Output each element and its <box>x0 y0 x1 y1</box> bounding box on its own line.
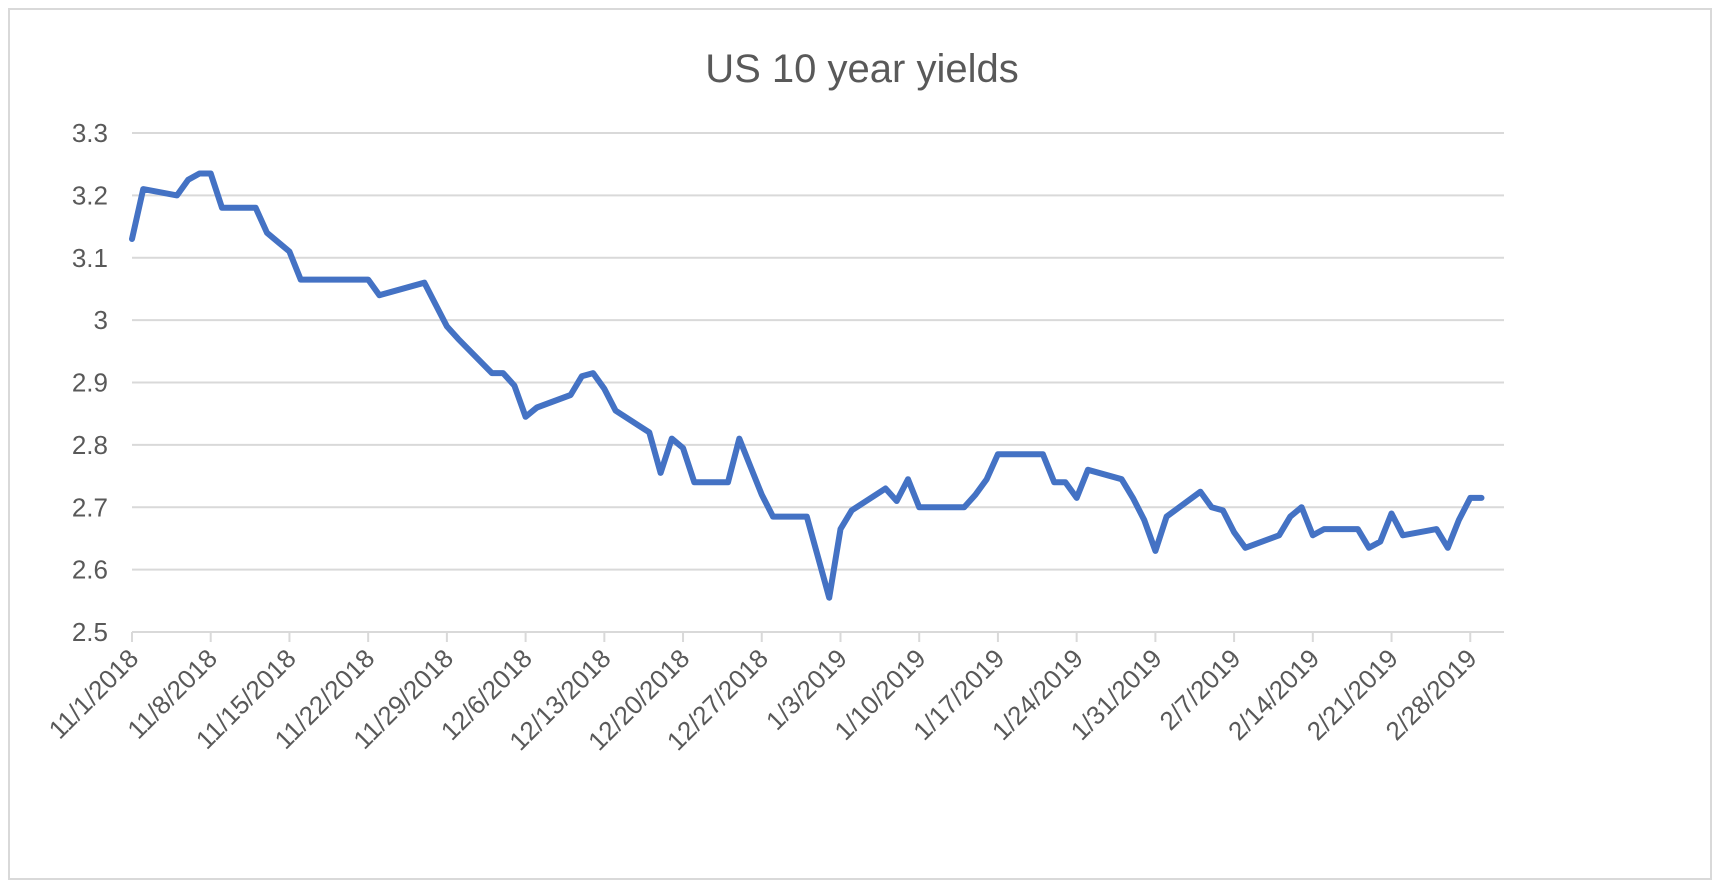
y-tick-label: 3.2 <box>72 180 108 210</box>
chart-title: US 10 year yields <box>705 47 1018 91</box>
y-tick-label: 2.9 <box>72 368 108 398</box>
y-tick-label: 3 <box>94 305 108 335</box>
series-layer <box>129 170 1485 601</box>
y-tick-label: 3.1 <box>72 243 108 273</box>
y-tick-label: 3.3 <box>72 118 108 148</box>
y-tick-label: 2.5 <box>72 617 108 647</box>
line-chart: US 10 year yields 3.3 3.2 3.1 3 2.9 2.8 2.7 2.6… <box>43 47 1504 756</box>
x-axis: 11/1/201811/8/201811/15/201811/22/201811… <box>43 631 1504 756</box>
y-axis: 3.3 3.2 3.1 3 2.9 2.8 2.7 2.6 2.5 <box>72 118 108 647</box>
y-tick-label: 2.7 <box>72 492 108 522</box>
chart-frame: US 10 year yields 3.3 3.2 3.1 3 2.9 2.8 2.7 2.6… <box>8 8 1712 880</box>
y-tick-label: 2.8 <box>72 430 108 460</box>
y-tick-label: 2.6 <box>72 555 108 585</box>
series-line <box>129 170 1485 601</box>
